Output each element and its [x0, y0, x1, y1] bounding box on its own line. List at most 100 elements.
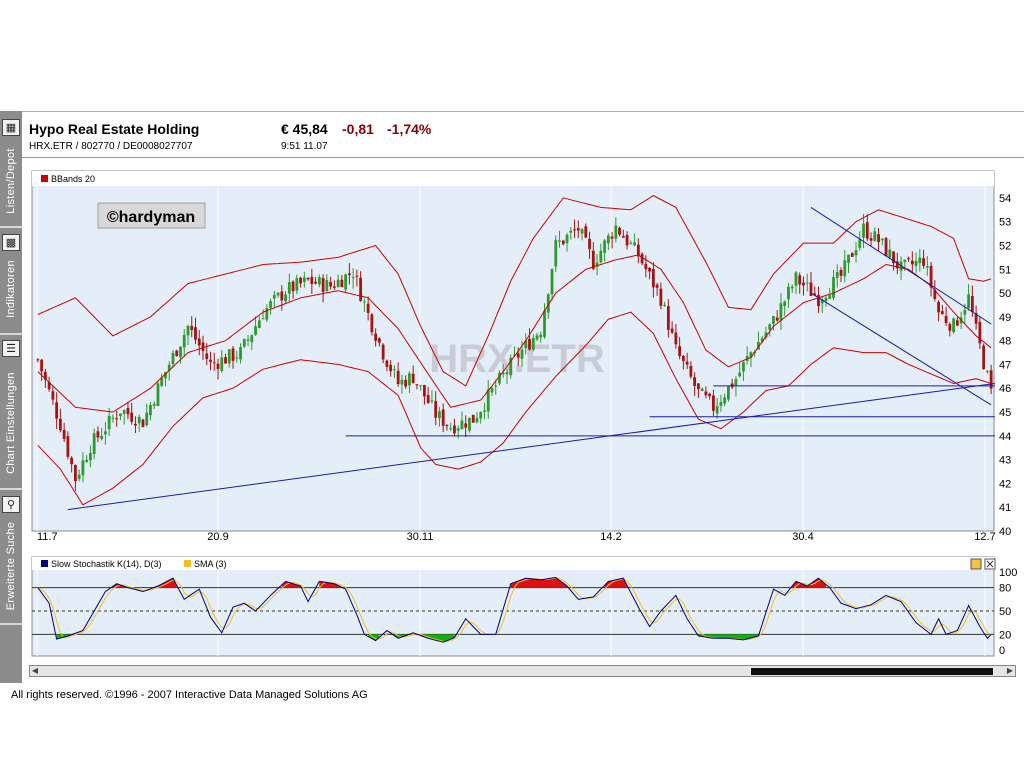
legend-swatch-sma	[184, 560, 191, 567]
sidebar-divider	[0, 333, 22, 335]
candle-body	[490, 388, 494, 393]
search-icon[interactable]: ⚲	[2, 496, 20, 513]
scroll-thumb[interactable]	[751, 668, 993, 675]
candle-body	[171, 352, 175, 365]
candle-body	[464, 423, 468, 428]
candle-body	[621, 236, 625, 238]
copyright-footer: All rights reserved. ©1996 - 2007 Intera…	[11, 689, 368, 701]
candle-body	[862, 223, 865, 238]
candle-body	[325, 279, 329, 292]
folder-icon[interactable]: ▦	[2, 119, 20, 136]
candle-body	[738, 372, 742, 377]
candle-body	[85, 459, 89, 462]
y-tick-label: 40	[999, 526, 1011, 538]
candle-body	[235, 357, 239, 359]
candle-body	[314, 281, 317, 284]
candle-body	[501, 372, 505, 375]
candle-body	[546, 294, 550, 313]
candle-body	[505, 372, 509, 375]
candle-body	[265, 307, 269, 320]
stochastic-legend-strip	[32, 557, 994, 570]
candle-body	[644, 263, 648, 270]
candle-body	[591, 250, 595, 269]
candle-body	[715, 406, 719, 414]
candle-body	[332, 286, 336, 288]
candle-body	[633, 242, 636, 246]
candle-body	[903, 259, 907, 262]
x-tick-label: 20.9	[207, 531, 228, 543]
candle-body	[419, 385, 423, 387]
candle-body	[227, 349, 231, 364]
candle-body	[918, 257, 922, 264]
candle-body	[340, 279, 344, 288]
candle-body	[453, 425, 456, 434]
time-scrollbar[interactable]: ◀ ▶	[29, 665, 1016, 677]
candle-body	[880, 238, 884, 241]
stochastic-plot-area	[31, 556, 995, 657]
candle-body	[651, 268, 655, 288]
candle-body	[704, 391, 708, 396]
candle-body	[119, 413, 122, 417]
y-tick-label: 54	[999, 193, 1011, 205]
candle-body	[430, 400, 434, 402]
y-tick-label: 41	[999, 502, 1011, 514]
candle-body	[809, 282, 813, 296]
candle-body	[276, 292, 280, 296]
candle-body	[347, 273, 351, 276]
candle-body	[847, 254, 850, 264]
close-icon-stroke	[986, 560, 994, 568]
candle-body	[516, 353, 520, 358]
candle-body	[937, 301, 940, 313]
candle-body	[681, 355, 685, 362]
y-tick-label: 53	[999, 217, 1011, 229]
candle-body	[625, 235, 629, 246]
candle-body	[798, 275, 802, 285]
scroll-left-arrow-icon[interactable]: ◀	[31, 666, 39, 675]
candle-body	[757, 342, 760, 350]
candle-body	[231, 348, 235, 361]
candle-body	[636, 244, 640, 257]
candle-body	[813, 293, 817, 296]
panel-settings-icon	[970, 558, 982, 570]
legend-label-bbands: BBands 20	[51, 174, 95, 184]
candle-body	[576, 228, 580, 231]
candle-body	[648, 267, 652, 272]
candle-body	[449, 428, 453, 430]
candle-body	[475, 418, 479, 423]
candle-body	[280, 291, 284, 301]
candle-body	[948, 323, 952, 331]
candle-body	[212, 362, 216, 364]
candle-body	[865, 222, 869, 239]
candle-body	[179, 346, 182, 358]
candle-body	[982, 345, 986, 370]
legend-label-sma: SMA (3)	[194, 559, 227, 569]
candle-body	[104, 431, 107, 435]
candle-body	[62, 429, 66, 439]
list-icon[interactable]: ☰	[2, 340, 20, 357]
candle-body	[160, 377, 164, 386]
stochastic-k-line	[37, 576, 992, 643]
candle-body	[520, 349, 524, 359]
candle-body	[242, 339, 246, 347]
candle-body	[787, 286, 790, 300]
candle-body	[569, 230, 573, 233]
candle-body	[434, 400, 438, 418]
candle-body	[299, 277, 302, 284]
candle-body	[254, 326, 257, 335]
candle-body	[554, 239, 558, 267]
candle-body	[205, 353, 209, 360]
candle-body	[742, 362, 745, 372]
candle-body	[768, 324, 772, 330]
candle-body	[423, 384, 426, 397]
candle-body	[246, 339, 250, 341]
stochastic-d-line	[37, 577, 992, 642]
legend-swatch-stochastic	[41, 560, 48, 567]
scroll-right-arrow-icon[interactable]: ▶	[1006, 666, 1014, 675]
candle-body	[396, 370, 400, 385]
candle-body	[344, 274, 348, 290]
candle-body	[820, 299, 824, 304]
candle-body	[321, 277, 325, 292]
candle-body	[130, 412, 134, 422]
candle-body	[970, 296, 974, 312]
chart-bars-icon[interactable]: ▩	[2, 234, 20, 251]
